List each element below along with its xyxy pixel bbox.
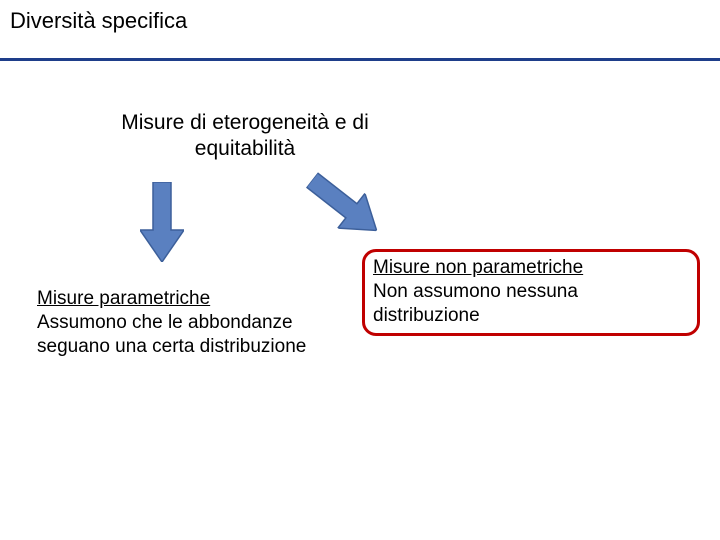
page-title: Diversità specifica bbox=[10, 8, 187, 34]
right-text-block-highlighted: Misure non parametriche Non assumono nes… bbox=[362, 249, 700, 336]
left-body-line1: Assumono che le abbondanze bbox=[37, 312, 293, 333]
right-heading: Misure non parametriche bbox=[373, 257, 583, 278]
center-line1: Misure di eterogeneità e di bbox=[121, 111, 368, 134]
arrow-down-icon bbox=[140, 182, 184, 262]
left-body-line2: seguano una certa distribuzione bbox=[37, 336, 306, 357]
arrow-diagonal-icon bbox=[298, 163, 390, 248]
right-body: Non assumono nessuna distribuzione bbox=[373, 281, 578, 326]
center-line2: equitabilità bbox=[195, 137, 295, 160]
left-text-block: Misure parametriche Assumono che le abbo… bbox=[37, 287, 337, 358]
center-heading: Misure di eterogeneità e di equitabilità bbox=[85, 110, 405, 163]
title-rule bbox=[0, 58, 720, 61]
left-heading: Misure parametriche bbox=[37, 288, 210, 309]
